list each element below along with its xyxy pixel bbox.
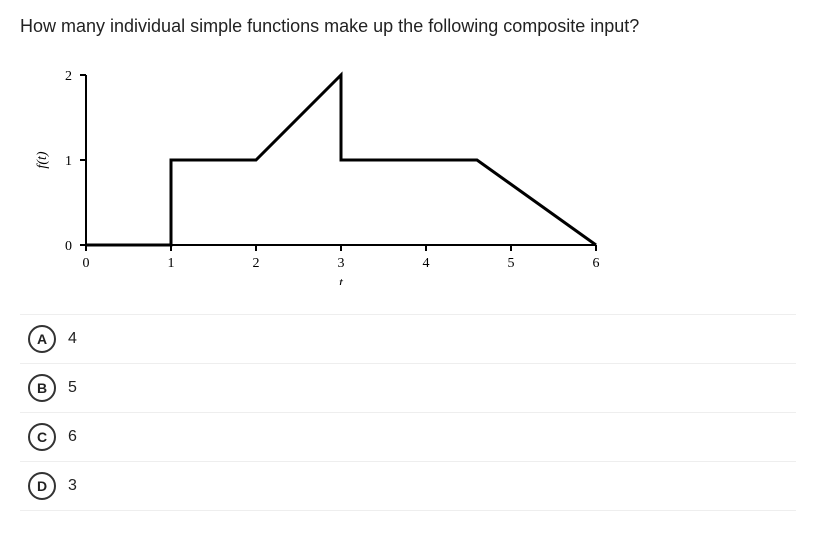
option-c[interactable]: C 6 [20,412,796,461]
svg-text:3: 3 [338,256,345,271]
option-text: 6 [68,428,77,446]
answer-options: A 4 B 5 C 6 D 3 [20,314,796,511]
option-text: 4 [68,330,77,348]
svg-text:1: 1 [168,256,175,271]
composite-function-chart: 0123456012tf(t) [26,55,616,285]
svg-text:5: 5 [508,256,515,271]
svg-text:f(t): f(t) [35,151,50,168]
svg-text:2: 2 [253,256,260,271]
option-letter: D [28,472,56,500]
svg-text:4: 4 [423,256,430,271]
option-b[interactable]: B 5 [20,363,796,412]
option-letter: B [28,374,56,402]
svg-text:0: 0 [65,239,72,254]
option-d[interactable]: D 3 [20,461,796,511]
svg-text:2: 2 [65,69,72,84]
svg-text:0: 0 [83,256,90,271]
option-letter: A [28,325,56,353]
chart-container: 0123456012tf(t) [26,55,796,290]
option-text: 5 [68,379,77,397]
option-a[interactable]: A 4 [20,314,796,363]
question-text: How many individual simple functions mak… [20,16,796,37]
option-letter: C [28,423,56,451]
svg-text:1: 1 [65,154,72,169]
option-text: 3 [68,477,77,495]
svg-text:6: 6 [593,256,600,271]
